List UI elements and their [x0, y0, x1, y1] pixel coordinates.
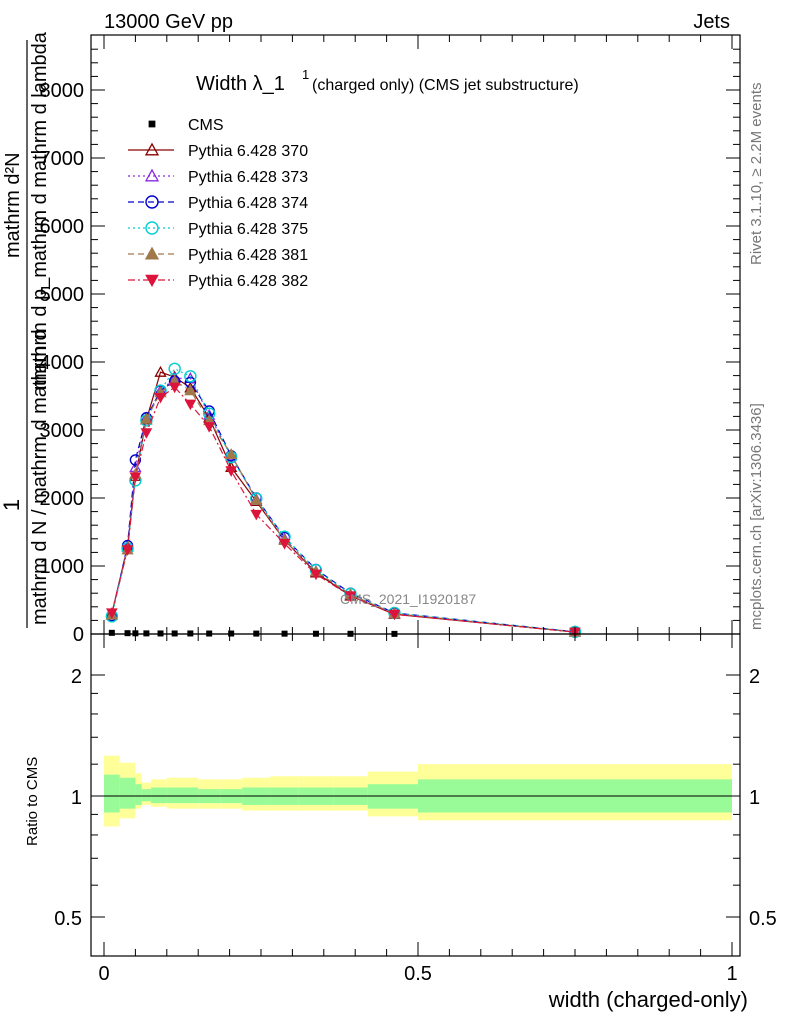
- data-point-pythia-6-428-382: [184, 399, 197, 411]
- data-point-cms: [124, 630, 131, 637]
- data-point-pythia-6-428-381: [140, 412, 153, 424]
- legend-item-cms: CMS: [148, 117, 224, 134]
- ratio-ytick-label-right: 0.5: [749, 908, 777, 930]
- main-panel: 0 1000 2000 3000 4000 5000 6000 7000 8000: [40, 34, 741, 646]
- legend-item-pythia-6-428-381: Pythia 6.428 381: [128, 246, 308, 264]
- legend-marker: [145, 221, 159, 235]
- legend-item-pythia-6-428-374: Pythia 6.428 374: [128, 195, 308, 212]
- ratio-frame: [90, 633, 741, 957]
- ratio-ytick-label-right: 2: [749, 666, 760, 688]
- legend-label: Pythia 6.428 375: [188, 221, 308, 238]
- main-ytick-label: 6000: [40, 216, 85, 238]
- main-ytick-label: 1000: [40, 556, 85, 578]
- legend-marker: [145, 274, 159, 288]
- watermark: CMS_2021_I1920187: [340, 591, 476, 607]
- stat-uncertainty-band: [141, 789, 152, 802]
- data-point-pythia-6-428-382: [168, 382, 181, 394]
- legend-label: Pythia 6.428 370: [188, 143, 308, 160]
- data-point-pythia-6-428-382: [310, 569, 322, 581]
- main-ytick-label: 8000: [40, 80, 85, 102]
- data-point-pythia-6-428-382: [344, 591, 357, 602]
- stat-uncertainty-band: [182, 787, 199, 804]
- ylabel-denominator: mathrm d p_mathrm d mathrm d lambda: [29, 31, 51, 390]
- stat-uncertainty-band: [166, 787, 183, 804]
- data-point-pythia-6-428-382: [278, 539, 291, 550]
- legend-marker: [145, 195, 159, 209]
- ylabel-prefix-num: 1: [0, 499, 24, 511]
- data-point-pythia-6-428-382: [140, 428, 153, 439]
- data-point-pythia-6-428-370: [154, 365, 167, 377]
- data-point-pythia-6-428-382: [121, 545, 134, 556]
- ylabel-prefix-den: mathrm d N / mathrm d mathrm d: [29, 329, 51, 625]
- main-ylabel: 1 mathrm d N / mathrm d mathrm d mathrm …: [0, 31, 51, 628]
- plot-title-main: Width λ_1: [196, 73, 285, 95]
- category-label: Jets: [693, 11, 730, 33]
- x-axis-label: width (charged-only): [548, 987, 748, 1012]
- legend-label: Pythia 6.428 373: [188, 169, 308, 186]
- data-point-pythia-6-428-375: [168, 362, 181, 375]
- plot-title-sup: 1: [302, 67, 309, 82]
- legend-item-pythia-6-428-370: Pythia 6.428 370: [128, 142, 308, 160]
- data-point-pythia-6-428-382: [154, 392, 167, 404]
- data-point-pythia-6-428-381: [225, 448, 238, 460]
- data-point-pythia-6-428-382: [203, 422, 216, 433]
- main-ytick-label: 0: [73, 624, 84, 646]
- rivet-side-label: Rivet 3.1.10, ≥ 2.2M events: [748, 83, 765, 266]
- data-point-pythia-6-428-382: [129, 472, 142, 483]
- ratio-axis-ticks: 0.5 0.5 1 1 2 2 0 0.5 1: [54, 634, 777, 985]
- main-ytick-label: 5000: [40, 284, 85, 306]
- stat-uncertainty-band: [119, 777, 136, 809]
- series-line-pythia-6-428-375: [111, 368, 576, 633]
- series-cms: [108, 629, 578, 637]
- main-axis-ticks: 0 1000 2000 3000 4000 5000 6000 7000 8000: [40, 35, 740, 646]
- legend-label: CMS: [188, 117, 224, 134]
- data-point-pythia-6-428-374: [129, 454, 142, 466]
- legend-item-pythia-6-428-375: Pythia 6.428 375: [128, 221, 308, 238]
- data-point-pythia-6-428-381: [184, 384, 197, 396]
- data-point-pythia-6-428-375: [184, 370, 197, 383]
- ratio-panel: 0.5 0.5 1 1 2 2 0 0.5 1: [54, 633, 777, 985]
- plot-title: Width λ_1 1 (charged only) (CMS jet subs…: [196, 67, 579, 95]
- data-point-pythia-6-428-382: [250, 509, 263, 521]
- stat-uncertainty-band: [151, 787, 167, 804]
- legend-marker: [144, 168, 160, 182]
- stat-uncertainty-band: [135, 784, 142, 805]
- main-ytick-label: 2000: [40, 488, 85, 510]
- legend-marker: [144, 142, 160, 156]
- plot-title-rest: (charged only) (CMS jet substructure): [312, 77, 579, 94]
- ratio-ytick-label-right: 1: [749, 787, 760, 809]
- ratio-bands: [104, 755, 732, 827]
- main-ytick-label: 3000: [40, 420, 85, 442]
- data-point-pythia-6-428-382: [106, 608, 118, 619]
- ratio-ylabel: Ratio to CMS: [24, 757, 41, 846]
- series-line-pythia-6-428-374: [111, 380, 576, 633]
- series-pythia-6-428-382: [106, 382, 581, 639]
- data-point-pythia-6-428-381: [250, 493, 263, 505]
- ratio-xtick-label: 0.5: [404, 963, 432, 985]
- legend-item-pythia-6-428-382: Pythia 6.428 382: [128, 273, 308, 290]
- ratio-ytick-label: 0.5: [54, 908, 82, 930]
- main-ytick-label: 4000: [40, 352, 85, 374]
- ylabel-numerator: mathrm d²N: [2, 152, 24, 258]
- legend-label: Pythia 6.428 374: [188, 195, 308, 212]
- legend: CMS Pythia 6.428 370 Pythia 6.428 373 Pythi…: [128, 117, 308, 290]
- legend-item-pythia-6-428-373: Pythia 6.428 373: [128, 168, 308, 186]
- legend-marker: [144, 246, 160, 260]
- ratio-xtick-label: 0: [98, 963, 109, 985]
- stat-uncertainty-band: [104, 774, 120, 813]
- legend-marker: [148, 120, 156, 128]
- legend-label: Pythia 6.428 382: [188, 273, 308, 290]
- ratio-xtick-label: 1: [726, 963, 737, 985]
- ratio-ytick-label: 2: [71, 666, 82, 688]
- data-point-cms: [108, 629, 115, 636]
- energy-label: 13000 GeV pp: [104, 11, 233, 33]
- main-ytick-label: 7000: [40, 148, 85, 170]
- ratio-ytick-label: 1: [71, 787, 82, 809]
- mcplots-side-label: mcplots.cern.ch [arXiv:1306.3436]: [748, 403, 765, 630]
- data-point-pythia-6-428-382: [388, 609, 401, 621]
- data-point-pythia-6-428-382: [225, 466, 238, 477]
- legend-label: Pythia 6.428 381: [188, 247, 308, 264]
- data-point-cms: [143, 630, 150, 637]
